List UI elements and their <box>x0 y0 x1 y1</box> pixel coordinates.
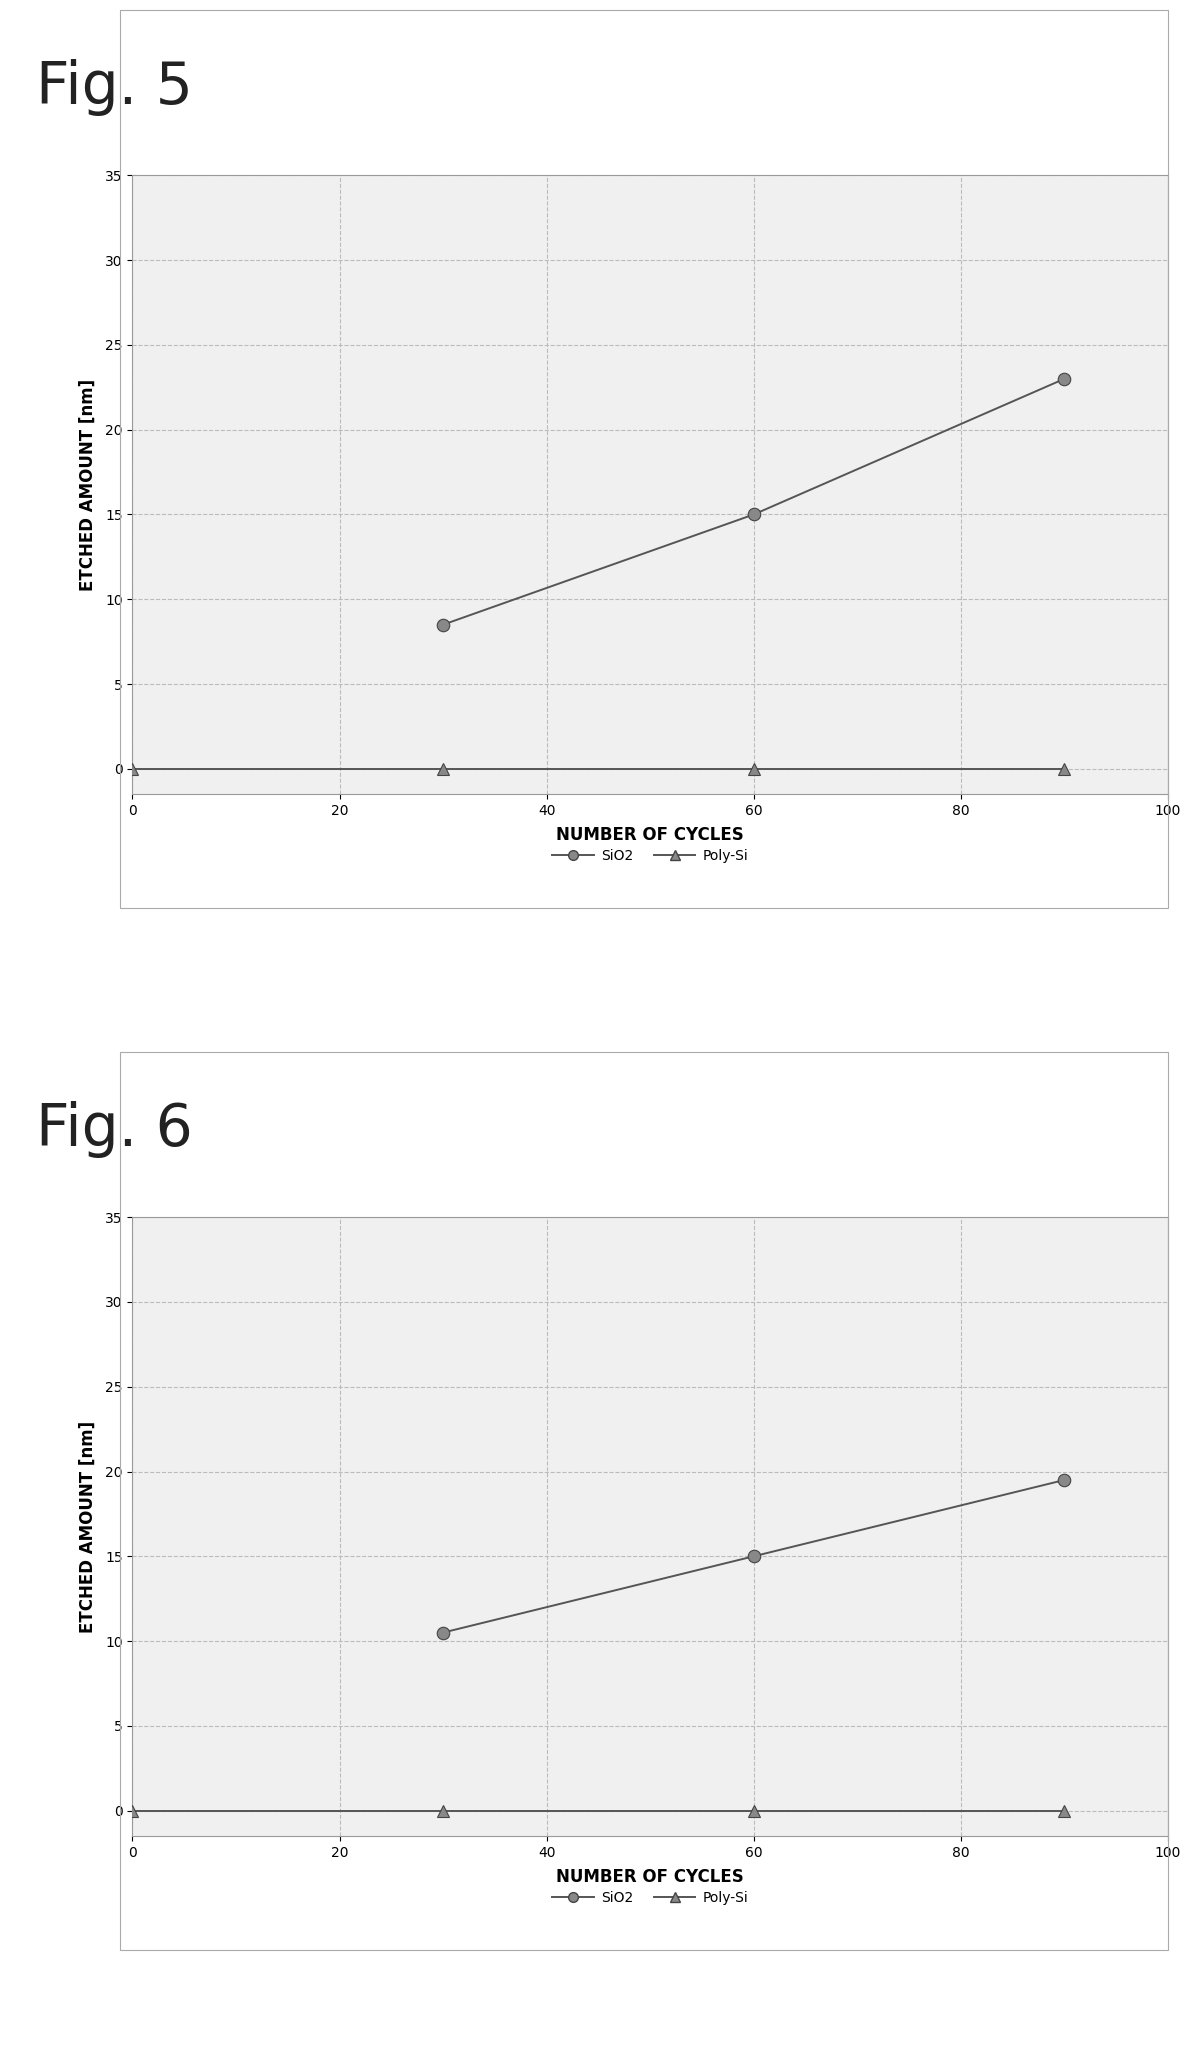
Y-axis label: ETCHED AMOUNT [nm]: ETCHED AMOUNT [nm] <box>78 1421 96 1632</box>
Text: Fig. 5: Fig. 5 <box>36 60 193 116</box>
Legend: SiO2, Poly-Si: SiO2, Poly-Si <box>547 1886 754 1910</box>
Legend: SiO2, Poly-Si: SiO2, Poly-Si <box>547 844 754 869</box>
X-axis label: NUMBER OF CYCLES: NUMBER OF CYCLES <box>556 827 744 844</box>
Y-axis label: ETCHED AMOUNT [nm]: ETCHED AMOUNT [nm] <box>78 380 96 590</box>
Text: Fig. 6: Fig. 6 <box>36 1102 193 1157</box>
X-axis label: NUMBER OF CYCLES: NUMBER OF CYCLES <box>556 1869 744 1886</box>
